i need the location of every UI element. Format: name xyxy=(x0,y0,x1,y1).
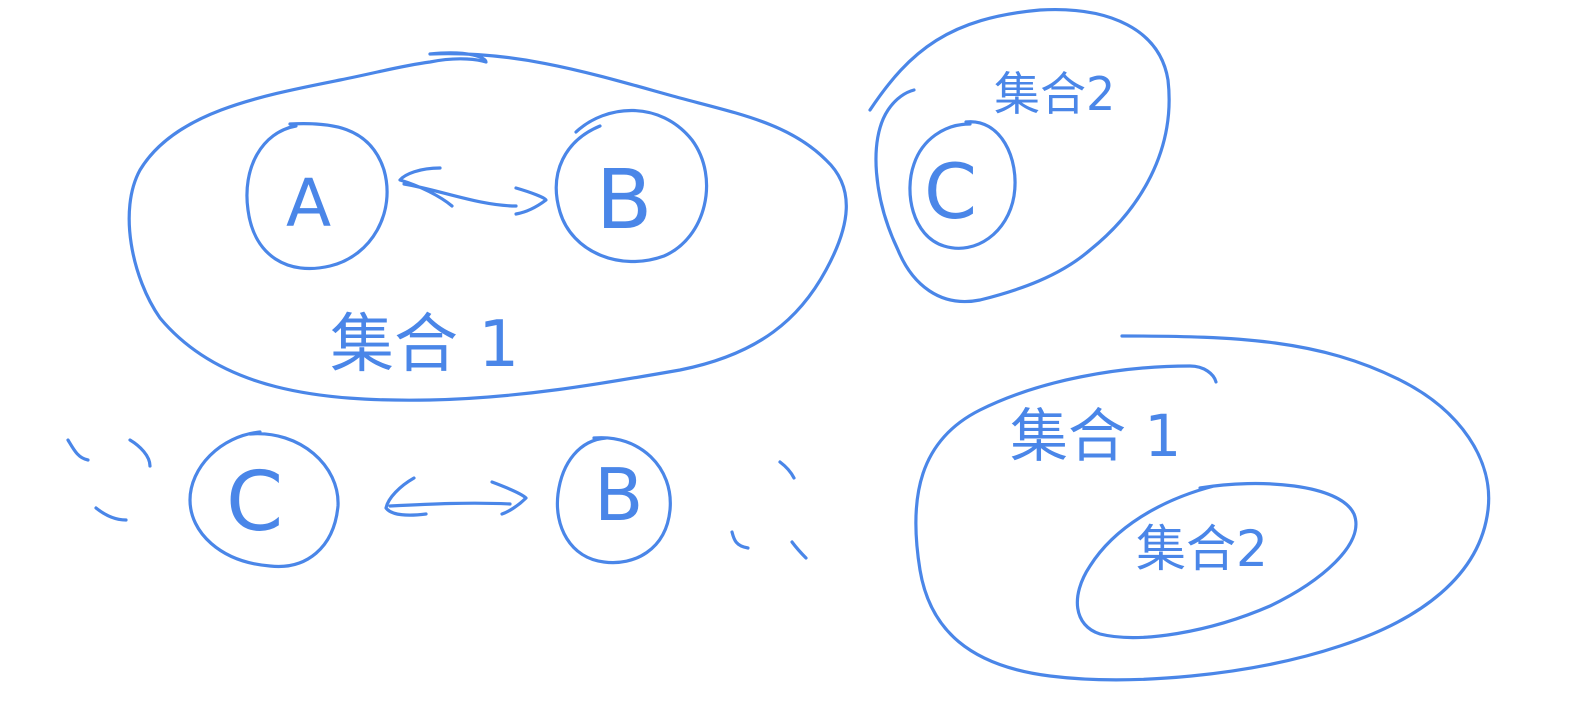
node-c-label: C xyxy=(924,147,977,236)
node-b-circle xyxy=(554,108,709,264)
left-dots xyxy=(66,438,152,522)
nested-sets-group: 集合 1 集合2 xyxy=(914,334,1491,682)
bottom-node-c-label: C xyxy=(226,455,283,550)
bottom-node-c-circle xyxy=(188,430,340,569)
set-2-boundary xyxy=(868,7,1171,304)
set-1-label: 集合 1 xyxy=(330,308,519,382)
inner-set-boundary xyxy=(1075,481,1358,640)
bottom-row-group: C B xyxy=(66,430,808,569)
node-a-label: A xyxy=(286,165,331,242)
bottom-node-b-label: B xyxy=(594,453,643,537)
right-dots xyxy=(730,460,808,560)
node-c-circle xyxy=(908,120,1017,250)
outer-set-boundary xyxy=(914,334,1491,682)
arrow-a-b xyxy=(398,166,548,216)
node-b-label: B xyxy=(596,153,652,248)
arrow-c-b xyxy=(384,476,528,517)
inner-set-label: 集合2 xyxy=(1136,520,1268,578)
outer-set-label: 集合 1 xyxy=(1010,402,1181,470)
set-2-group: C 集合2 xyxy=(868,7,1171,304)
bottom-node-b-circle xyxy=(555,436,672,565)
node-a-circle xyxy=(245,122,389,271)
set-2-label: 集合2 xyxy=(994,67,1115,121)
set-1-group: A B 集合 1 xyxy=(127,51,848,402)
set-1-boundary xyxy=(127,51,848,402)
